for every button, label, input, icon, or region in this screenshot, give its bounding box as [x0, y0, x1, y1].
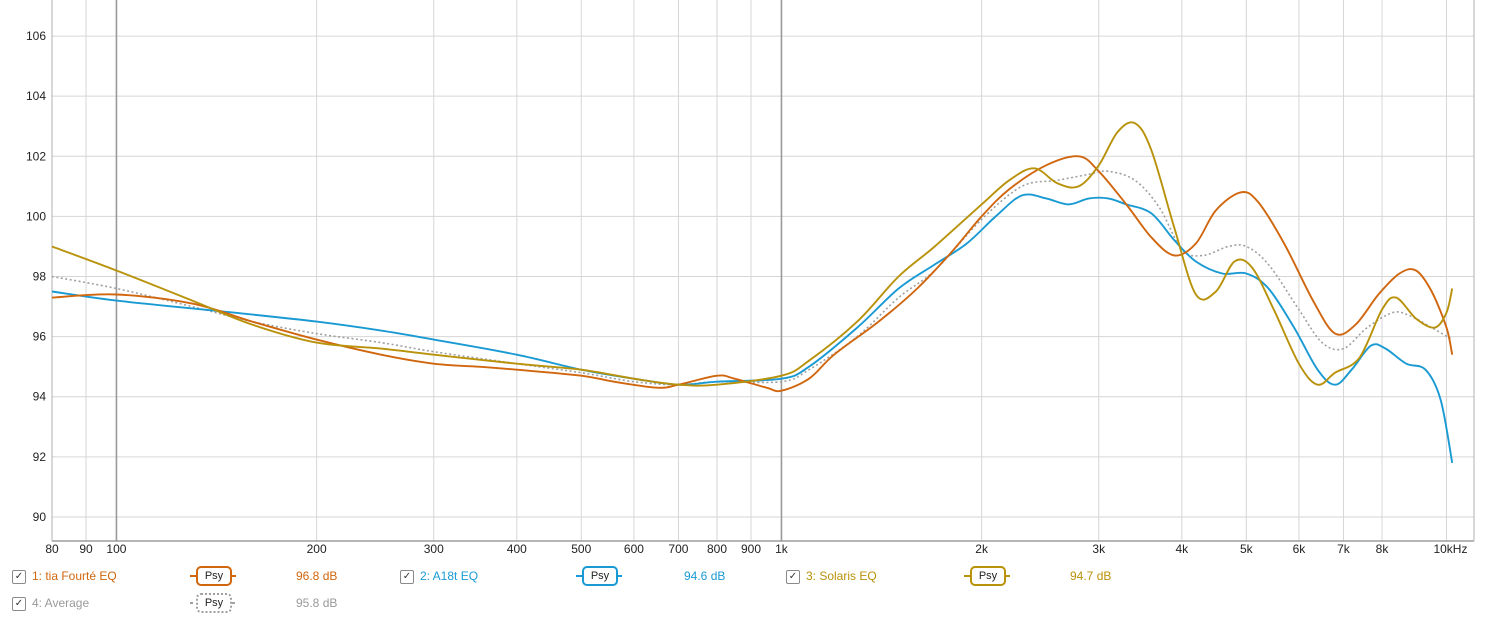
x-tick-label: 7k	[1337, 542, 1351, 556]
legend-label-2: 2: A18t EQ	[420, 569, 479, 583]
x-tick-label: 300	[424, 542, 444, 556]
x-tick-label: 200	[307, 542, 327, 556]
legend-value-3: 94.7 dB	[1070, 569, 1112, 583]
y-tick-label: 96	[33, 330, 47, 344]
legend-value-1: 96.8 dB	[296, 569, 338, 583]
x-tick-label: 5k	[1240, 542, 1254, 556]
psy-badge-4-label: Psy	[196, 593, 232, 613]
plot-area	[52, 0, 1474, 541]
series-line-1	[51, 155, 1454, 393]
x-tick-label: 1k	[775, 542, 789, 556]
x-tick-label: 2k	[975, 542, 989, 556]
x-tick-label: 400	[507, 542, 527, 556]
y-tick-label: 100	[26, 209, 46, 223]
series-line-4	[51, 170, 1453, 386]
psy-badge-1[interactable]: Psy	[190, 566, 236, 586]
grid	[51, 0, 1474, 541]
x-tick-label: 700	[668, 542, 688, 556]
y-tick-label: 90	[33, 510, 47, 524]
legend-label-4: 4: Average	[32, 596, 90, 610]
x-tick-label: 10kHz	[1433, 542, 1467, 556]
x-tick-label: 4k	[1175, 542, 1189, 556]
series-lines	[51, 121, 1454, 464]
psy-badge-1-label: Psy	[196, 566, 232, 586]
psy-badge-2[interactable]: Psy	[576, 566, 622, 586]
x-tick-label: 600	[624, 542, 644, 556]
psy-badge-4[interactable]: Psy	[190, 593, 236, 613]
x-tick-label: 3k	[1092, 542, 1106, 556]
psy-badge-2-label: Psy	[582, 566, 618, 586]
x-tick-label: 100	[106, 542, 126, 556]
x-tick-label: 900	[741, 542, 761, 556]
axes: 90 92 94 96 98 100 102 104 106 80 90 100 200 300 400 50…	[26, 0, 1475, 556]
x-tick-label: 8k	[1376, 542, 1390, 556]
legend-value-2: 94.6 dB	[684, 569, 726, 583]
y-tick-label: 98	[33, 270, 47, 284]
legend-value-4: 95.8 dB	[296, 596, 338, 610]
checkbox-2[interactable]: ✓	[400, 570, 414, 584]
legend-label-1: 1: tia Fourté EQ	[32, 569, 117, 583]
checkbox-1[interactable]: ✓	[12, 570, 26, 584]
y-tick-label: 94	[33, 390, 47, 404]
checkbox-3[interactable]: ✓	[786, 570, 800, 584]
psy-badge-3[interactable]: Psy	[964, 566, 1010, 586]
x-tick-label: 800	[707, 542, 727, 556]
series-line-2	[51, 193, 1454, 464]
legend: ✓ 1: tia Fourté EQ Psy 96.8 dB ✓ 2: A18t…	[0, 562, 1500, 619]
y-tick-label: 92	[33, 450, 47, 464]
series-line-3	[51, 121, 1454, 387]
frequency-response-chart: 90 92 94 96 98 100 102 104 106 80 90 100 200 300 400 50…	[26, 0, 1475, 556]
y-tick-label: 102	[26, 149, 46, 163]
y-tick-label: 104	[26, 89, 46, 103]
x-tick-label: 500	[571, 542, 591, 556]
checkbox-4[interactable]: ✓	[12, 597, 26, 611]
legend-label-3: 3: Solaris EQ	[806, 569, 877, 583]
x-tick-label: 6k	[1293, 542, 1307, 556]
psy-badge-3-label: Psy	[970, 566, 1006, 586]
x-tick-label: 90	[79, 542, 93, 556]
x-tick-label: 80	[45, 542, 59, 556]
y-tick-label: 106	[26, 29, 46, 43]
